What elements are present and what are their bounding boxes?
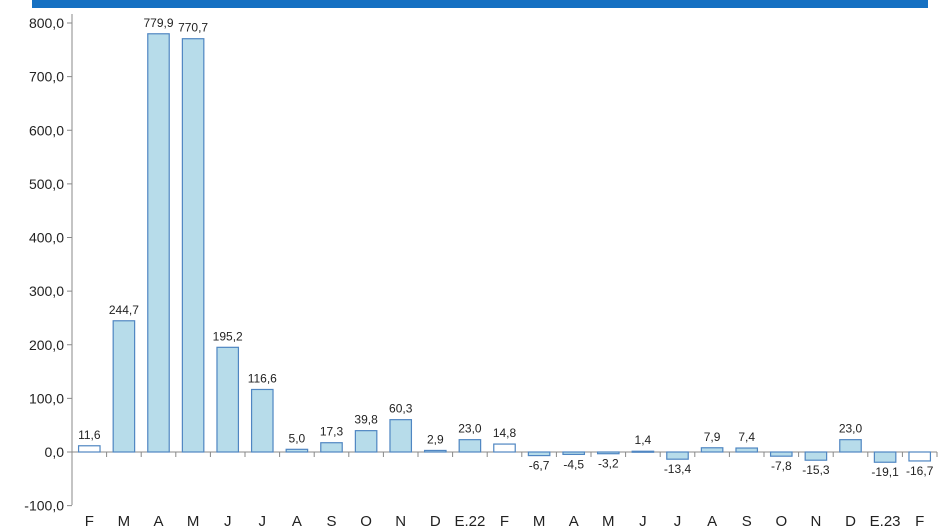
bar — [354, 430, 378, 453]
y-tick-label: 800,0 — [29, 15, 64, 31]
bar — [839, 439, 862, 453]
data-label: 770,7 — [178, 21, 208, 35]
data-label: -13,4 — [664, 462, 692, 476]
bar — [493, 443, 516, 453]
bar — [423, 449, 447, 453]
x-tick-label: M — [118, 513, 131, 530]
data-label: 116,6 — [248, 371, 277, 385]
x-tick-label: A — [292, 513, 302, 530]
bar — [216, 346, 240, 453]
x-tick-label: F — [915, 513, 924, 530]
bar — [631, 450, 655, 453]
y-tick-label: 300,0 — [29, 283, 64, 299]
data-label: 7,9 — [704, 430, 721, 444]
bar — [735, 447, 759, 453]
data-label: 1,4 — [635, 433, 652, 447]
data-label: 23,0 — [458, 422, 482, 436]
y-tick-label: 500,0 — [29, 176, 64, 192]
x-tick-label: O — [775, 513, 787, 530]
bar — [181, 38, 205, 453]
bar — [250, 388, 274, 453]
x-tick-label: O — [360, 513, 372, 530]
bar — [389, 419, 413, 453]
bar-series — [77, 33, 932, 463]
bar — [700, 447, 724, 453]
x-tick-label: A — [153, 513, 163, 530]
x-tick-label: E.23 — [870, 513, 901, 530]
data-label: 195,2 — [213, 329, 243, 343]
bar — [112, 320, 136, 453]
x-tick-label: J — [674, 513, 682, 530]
x-tick-label: A — [707, 513, 717, 530]
bar — [908, 451, 932, 462]
x-tick-label: F — [500, 513, 509, 530]
bar — [804, 451, 828, 461]
data-label: 14,8 — [493, 426, 517, 440]
y-tick-label: 700,0 — [29, 69, 64, 85]
x-tick-label: N — [395, 513, 406, 530]
x-tick-label: A — [569, 513, 579, 530]
x-tick-label: D — [845, 513, 856, 530]
data-label: -15,3 — [802, 463, 830, 477]
data-label: 5,0 — [289, 431, 306, 445]
bar — [77, 445, 101, 453]
data-label: -19,1 — [871, 465, 899, 479]
data-label: -6,7 — [529, 459, 550, 473]
y-tick-label: 600,0 — [29, 122, 64, 138]
bar — [285, 448, 309, 453]
data-label: -4,5 — [563, 457, 584, 471]
bar — [562, 451, 586, 456]
bar — [147, 33, 170, 453]
y-tick-label: 200,0 — [29, 337, 64, 353]
x-tick-label: F — [85, 513, 94, 530]
bar — [769, 451, 793, 457]
data-label: -3,2 — [598, 457, 619, 471]
data-label: 60,3 — [389, 402, 413, 416]
x-axis: F M A M J J A S O N D E.22 F M A M J J A S O N D E.23 F — [71, 451, 938, 530]
y-tick-label: 100,0 — [29, 390, 64, 406]
bar — [873, 451, 897, 463]
x-tick-label: J — [224, 513, 232, 530]
y-tick-label: -100,0 — [24, 498, 64, 514]
x-tick-label: S — [742, 513, 752, 530]
header-bar — [32, 0, 928, 8]
data-label: -7,8 — [771, 459, 792, 473]
data-label: -16,7 — [906, 464, 934, 478]
data-label: 244,7 — [109, 303, 139, 317]
data-labels: 11,6 244,7 779,9 770,7 195,2 116,6 5,0 17,3 39,8… — [78, 16, 934, 479]
data-label: 17,3 — [320, 425, 344, 439]
x-tick-label: N — [810, 513, 821, 530]
y-tick-label: 0,0 — [45, 444, 65, 460]
x-tick-label: J — [639, 513, 647, 530]
bar — [458, 439, 482, 453]
x-tick-label: S — [326, 513, 336, 530]
data-label: 11,6 — [78, 428, 101, 442]
data-label: 2,9 — [427, 432, 444, 446]
data-label: 39,8 — [354, 413, 378, 427]
bar — [666, 451, 689, 460]
data-label: 7,4 — [738, 430, 755, 444]
y-tick-label: 400,0 — [29, 230, 64, 246]
bar — [596, 451, 620, 455]
x-tick-label: D — [430, 513, 441, 530]
x-tick-label: M — [602, 513, 615, 530]
x-tick-label: M — [187, 513, 200, 530]
x-tick-label: M — [533, 513, 546, 530]
x-tick-label: E.22 — [454, 513, 485, 530]
x-tick-label: J — [259, 513, 267, 530]
y-axis: 800,0 700,0 600,0 500,0 400,0 300,0 200,0 100,0… — [24, 14, 73, 514]
data-label: 23,0 — [839, 422, 863, 436]
bar — [527, 451, 551, 457]
bar — [320, 442, 343, 453]
data-label: 779,9 — [143, 16, 173, 30]
